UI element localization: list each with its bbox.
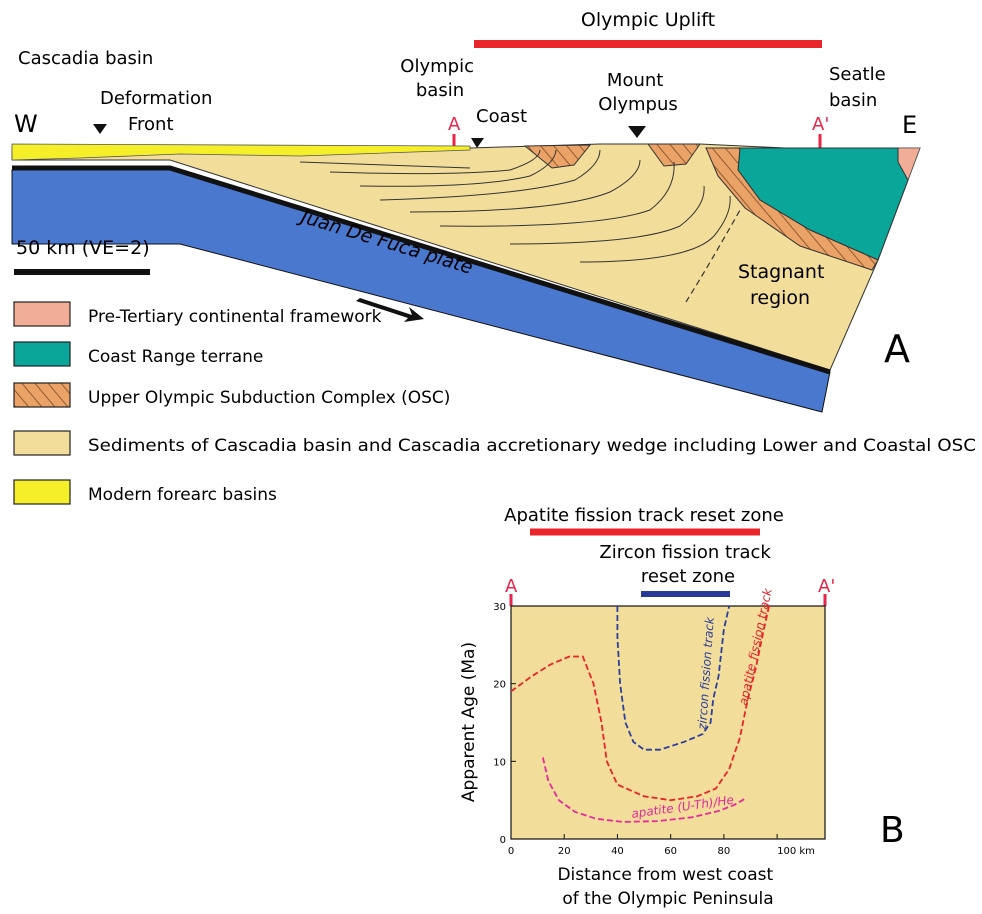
legend-label-sediments: Sediments of Cascadia basin and Cascadia…	[88, 436, 976, 456]
scale-label: 50 km (VE=2)	[16, 237, 150, 259]
mount-olympus-marker	[628, 126, 646, 138]
west-label: W	[14, 110, 38, 138]
y-tick-label: 10	[493, 757, 506, 768]
cascadia-basin-label: Cascadia basin	[18, 48, 153, 69]
y-tick-label: 20	[493, 680, 506, 691]
apatite-reset-zone-label: Apatite fission track reset zone	[504, 505, 784, 526]
legend-swatch-coast-range	[14, 342, 70, 366]
legend-label-pre-tertiary: Pre-Tertiary continental framework	[88, 307, 382, 327]
x-tick-label: 20	[558, 846, 571, 857]
panel-a-letter: A	[884, 327, 910, 371]
panel-b-letter: B	[880, 810, 905, 851]
section-marker-a-prime: A'	[812, 114, 829, 135]
legend-swatch-forearc	[14, 480, 70, 504]
olympic-basin-label: Olympic basin	[400, 56, 479, 101]
mount-olympus-label: Mount Olympus	[598, 70, 678, 115]
legend-label-osc: Upper Olympic Subduction Complex (OSC)	[88, 388, 450, 408]
x-tick-label: 80	[718, 846, 731, 857]
zircon-reset-zone-label: Zircon fission track reset zone	[599, 542, 776, 587]
x-tick-label: 60	[664, 846, 677, 857]
legend-swatch-pre-tertiary	[14, 302, 70, 326]
east-label: E	[902, 111, 917, 139]
deformation-front-marker	[93, 124, 107, 134]
deformation-front-label: Deformation Front	[100, 88, 218, 135]
chart-marker-a: A	[505, 576, 518, 597]
legend-label-forearc: Modern forearc basins	[88, 485, 277, 505]
legend-label-coast-range: Coast Range terrane	[88, 347, 263, 367]
legend-swatch-sediments	[14, 431, 70, 455]
seattle-basin-label: Seatle basin	[829, 64, 891, 111]
chart-marker-a-prime: A'	[818, 576, 835, 597]
y-axis-label: Apparent Age (Ma)	[459, 642, 479, 802]
y-tick-label: 30	[493, 602, 506, 613]
coast-label: Coast	[476, 106, 527, 127]
legend-swatch-osc	[14, 383, 70, 407]
coast-marker	[471, 138, 484, 148]
x-axis-label: Distance from west coast of the Olympic …	[557, 865, 778, 909]
y-tick-label: 0	[500, 835, 506, 846]
age-chart-panel: Apatite fission track reset zone Zircon …	[459, 505, 905, 909]
olympic-uplift-label: Olympic Uplift	[581, 9, 715, 31]
x-tick-label: 0	[508, 846, 514, 857]
x-tick-label: 100 km	[777, 846, 815, 857]
x-tick-label: 40	[611, 846, 624, 857]
section-marker-a: A	[448, 114, 461, 135]
